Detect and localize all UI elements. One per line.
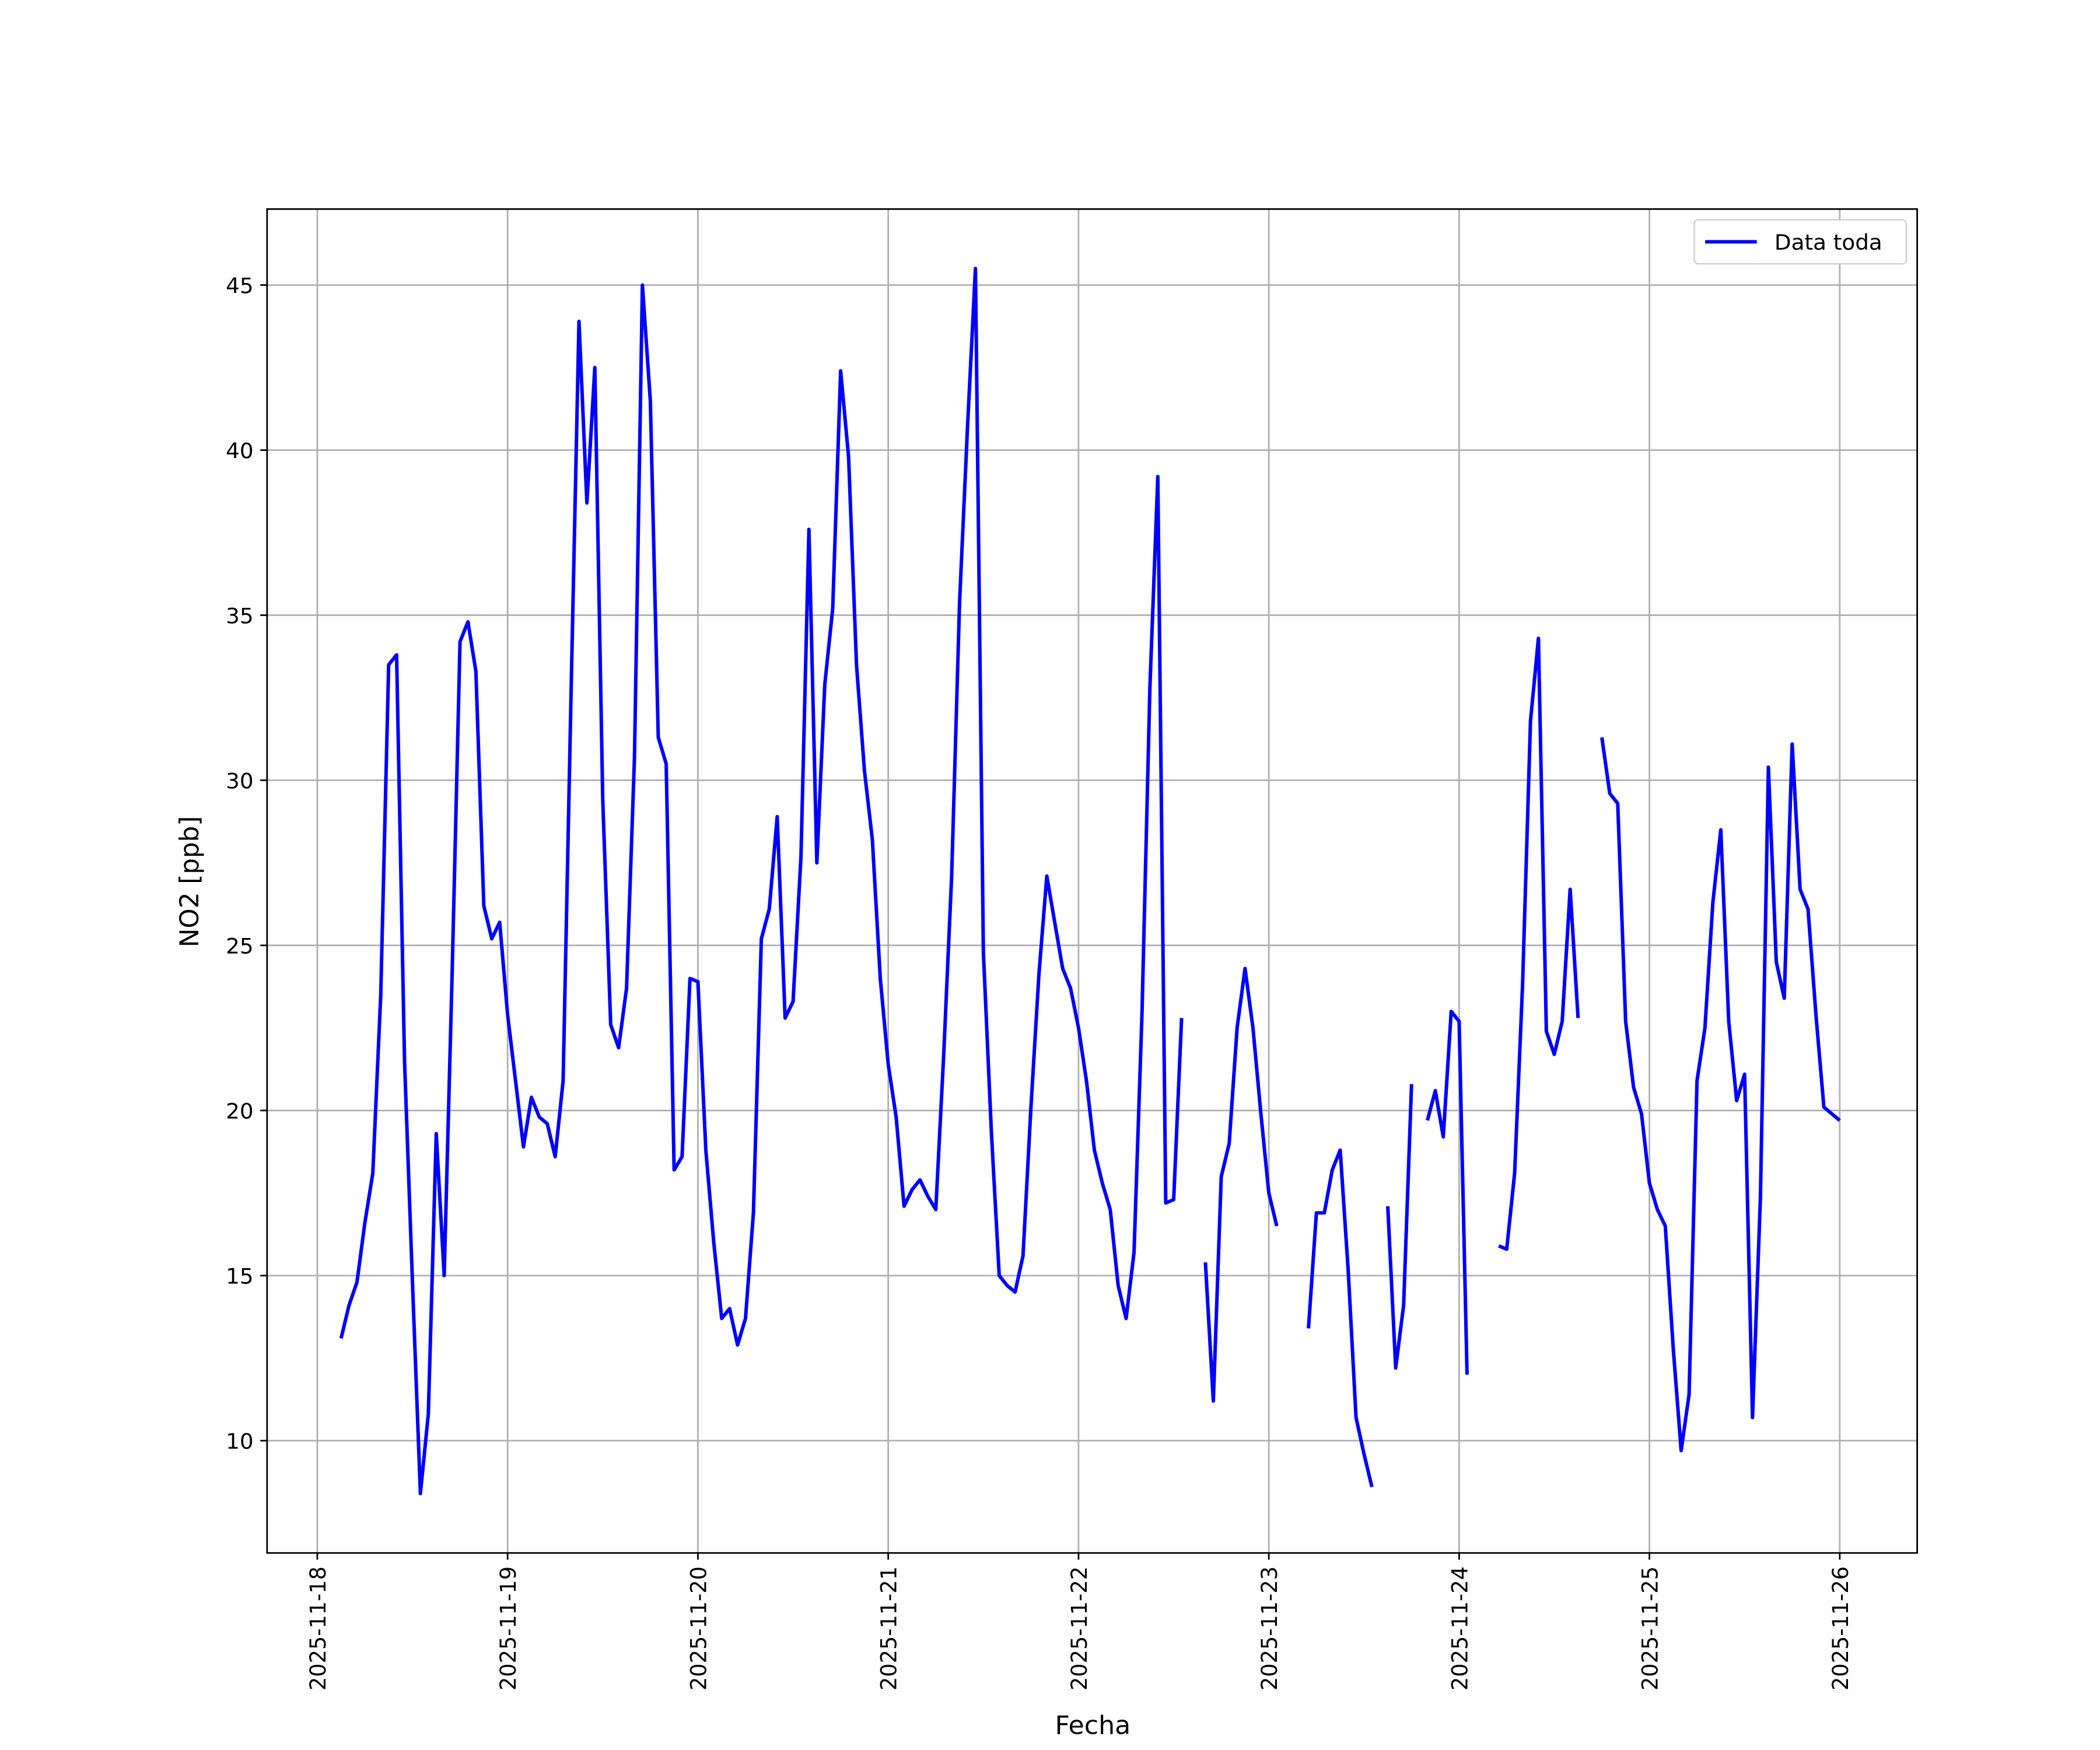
x-tick-label: 2025-11-23 (1257, 1566, 1282, 1690)
y-tick-label: 45 (226, 274, 253, 299)
y-tick-label: 20 (226, 1099, 253, 1124)
x-tick-label: 2025-11-25 (1637, 1566, 1662, 1690)
plot-area (339, 267, 1841, 1496)
legend-label: Data toda (1774, 230, 1882, 256)
y-tick-label: 15 (226, 1264, 253, 1289)
y-tick-label: 35 (226, 604, 253, 629)
ticks: 10 15 20 25 30 35 40 45 2025-11-18 2025-11-19 2025… (226, 274, 1853, 1690)
x-tick-label: 2025-11-20 (686, 1566, 711, 1690)
y-tick-label: 40 (226, 439, 253, 464)
y-tick-label: 10 (226, 1429, 253, 1454)
axes-frame (266, 208, 1918, 1554)
y-tick-label: 30 (226, 769, 253, 794)
legend-box (1693, 219, 1908, 265)
x-tick-label: 2025-11-26 (1828, 1566, 1853, 1690)
legend: Data toda (1693, 219, 1908, 265)
x-axis-label: Fecha (1055, 1711, 1131, 1741)
x-tick-label: 2025-11-22 (1067, 1566, 1092, 1690)
y-axis-label: NO2 [ppb] (175, 816, 205, 947)
data-line (339, 267, 1841, 1496)
x-tick-label: 2025-11-18 (306, 1566, 331, 1690)
x-tick-label: 2025-11-24 (1447, 1566, 1472, 1690)
x-tick-label: 2025-11-19 (496, 1566, 521, 1690)
grid (267, 209, 1917, 1553)
x-tick-label: 2025-11-21 (876, 1566, 901, 1690)
y-tick-label: 25 (226, 934, 253, 959)
